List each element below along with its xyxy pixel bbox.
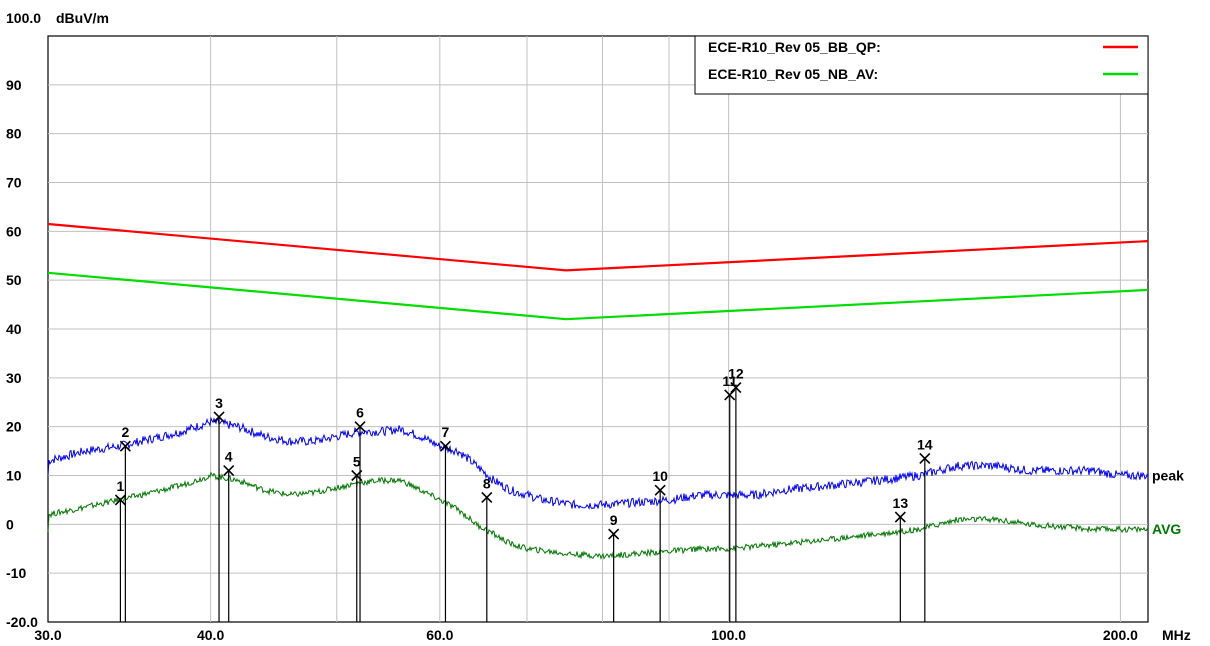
y-tick-label: -20.0	[6, 614, 38, 630]
grid	[48, 36, 1148, 622]
y-tick-label: 60	[6, 223, 22, 239]
marker-label: 8	[483, 475, 491, 491]
y-tick-label: 20	[6, 419, 22, 435]
marker-cross	[481, 491, 493, 504]
data-series	[47, 416, 1149, 560]
x-tick-label: 40.0	[197, 627, 224, 643]
marker-cross	[730, 382, 742, 394]
y-tick-label: 70	[6, 175, 22, 191]
marker-label: 1	[117, 478, 125, 494]
marker-cross	[439, 440, 452, 452]
marker-cross	[354, 421, 366, 433]
x-axis-unit: MHz	[1162, 627, 1191, 643]
x-tick-label: 100.0	[711, 627, 746, 643]
y-axis-ticks: 100.0 90 80 70 60 50 40 30 20 10 0 -10 -20.0	[6, 10, 41, 630]
y-tick-label: 0	[6, 516, 14, 532]
limit-lines	[47, 222, 1149, 321]
y-tick-label: -10	[6, 565, 26, 581]
legend: ECE-R10_Rev 05_BB_QP: ECE-R10_Rev 05_NB_A…	[694, 35, 1149, 95]
legend-label: ECE-R10_Rev 05_NB_AV:	[708, 66, 878, 82]
marker-label: 14	[917, 436, 933, 452]
marker-label: 3	[215, 395, 223, 411]
y-tick-label: 40	[6, 321, 22, 337]
y-tick-label: 30	[6, 370, 22, 386]
marker-label: 5	[353, 454, 361, 470]
y-tick-label: 80	[6, 126, 22, 142]
y-tick-label: 10	[6, 468, 22, 484]
marker-label: 2	[121, 424, 129, 440]
marker-cross	[213, 411, 225, 423]
legend-label: ECE-R10_Rev 05_BB_QP:	[708, 39, 881, 55]
marker-label: 7	[442, 424, 450, 440]
series-label: peak	[1152, 468, 1184, 484]
marker-label: 12	[728, 366, 744, 382]
limit-line	[47, 222, 1149, 272]
marker-cross	[894, 511, 906, 523]
marker-cross	[724, 389, 736, 401]
marker-cross	[919, 452, 931, 464]
x-tick-label: 200.0	[1103, 627, 1138, 643]
marker-cross	[654, 484, 666, 496]
marker-label: 4	[225, 449, 233, 465]
series-labels: peak AVG	[1152, 468, 1184, 538]
marker-label: 10	[652, 468, 668, 484]
marker-cross	[119, 440, 131, 452]
marker-cross	[608, 528, 620, 540]
series-line	[47, 416, 1149, 510]
marker-cross	[223, 465, 235, 477]
marker-label: 9	[610, 512, 618, 528]
legend-box	[694, 35, 1149, 95]
limit-line	[47, 271, 1149, 321]
series-label: AVG	[1152, 521, 1181, 537]
y-tick-label: 50	[6, 272, 22, 288]
marker-cross	[114, 494, 126, 506]
x-tick-label: 30.0	[34, 627, 61, 643]
series-line	[47, 471, 1149, 560]
y-tick-label: 90	[6, 77, 22, 93]
y-axis-unit: dBuV/m	[56, 10, 109, 26]
x-axis-ticks: 30.0 40.0 60.0 100.0 200.0	[34, 627, 1138, 643]
y-tick-label: 100.0	[6, 10, 41, 26]
x-tick-label: 60.0	[426, 627, 453, 643]
marker-label: 13	[893, 495, 909, 511]
marker-label: 6	[356, 405, 364, 421]
